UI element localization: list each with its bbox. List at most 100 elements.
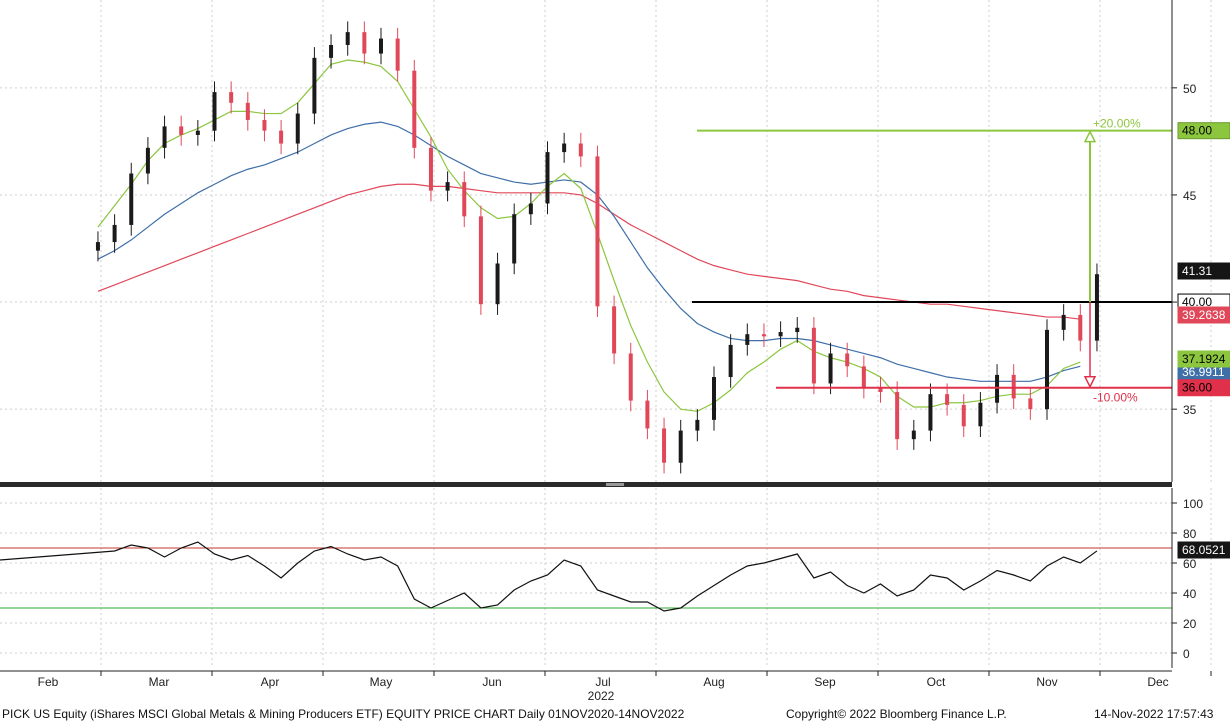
candle-body: [928, 394, 933, 431]
candle-body: [811, 327, 816, 384]
candle-body: [761, 334, 766, 337]
candle-body: [512, 214, 517, 264]
rsi-tick-label: 40: [1183, 587, 1197, 601]
candle-body: [95, 242, 100, 251]
candle-body: [428, 147, 433, 191]
last-price-tag: 41.31: [1182, 264, 1212, 278]
candle-body: [1078, 314, 1083, 341]
gridlines: [0, 0, 1212, 668]
candle-body: [379, 38, 383, 54]
candle-body: [145, 147, 150, 174]
month-label: Mar: [149, 675, 170, 689]
rsi-tick-label: 20: [1183, 617, 1197, 631]
candle-body: [1061, 314, 1066, 330]
down-arrow-head: [1083, 375, 1097, 389]
candle-body: [229, 92, 234, 103]
candle-body: [695, 419, 700, 431]
month-label: Aug: [703, 675, 724, 689]
candle-body: [262, 119, 267, 131]
rsi-tick-label: 80: [1183, 527, 1197, 541]
candle-body: [745, 334, 750, 345]
candle-body: [1011, 374, 1016, 399]
candle-body: [1094, 274, 1099, 341]
rsi-tick-label: 0: [1183, 647, 1190, 661]
candle-body: [662, 428, 667, 463]
candle-body: [895, 392, 900, 440]
rsi-panel: [0, 541, 1172, 612]
timestamp: 14-Nov-2022 17:57:43: [1094, 707, 1214, 721]
candle-body: [312, 57, 317, 114]
candle-body: [578, 143, 583, 157]
target-up-tag: 48.00: [1182, 124, 1212, 138]
target-up-pct: +20.00%: [1093, 117, 1141, 131]
rsi-tick-label: 100: [1183, 497, 1203, 511]
candle-body: [129, 173, 134, 225]
month-label: Jul: [595, 675, 610, 689]
panel-separator: [0, 482, 1172, 487]
candle-body: [329, 44, 334, 58]
candle-body: [412, 70, 417, 148]
candle-body: [279, 130, 284, 144]
candle-body: [628, 353, 633, 401]
candle-body: [728, 344, 733, 378]
candle-body: [212, 92, 217, 131]
candle-body: [945, 394, 950, 405]
candle-body: [995, 374, 1000, 403]
rsi-tick-label: 60: [1183, 557, 1197, 571]
candle-body: [245, 102, 250, 120]
month-label: Dec: [1147, 675, 1168, 689]
target-down-tag: 36.00: [1182, 381, 1212, 395]
candle-body: [828, 353, 833, 384]
month-label: Sep: [814, 675, 836, 689]
month-label: Nov: [1036, 675, 1057, 689]
candle-body: [545, 152, 550, 204]
candle-body: [845, 353, 850, 367]
panel-splitter-handle: [606, 483, 624, 486]
target-levels: +20.00% -10.00%: [692, 117, 1172, 405]
candle-body: [978, 402, 983, 427]
price-tick-label: 35: [1183, 403, 1197, 417]
resistance-tag: 40.00: [1182, 295, 1212, 309]
ma-mid-line: [97, 121, 1081, 382]
chart-description: PICK US Equity (iShares MSCI Global Meta…: [2, 707, 685, 721]
price-tick-label: 45: [1183, 189, 1197, 203]
month-label: May: [370, 675, 393, 689]
candle-body: [195, 130, 200, 135]
month-label: Jun: [482, 675, 501, 689]
candle-body: [612, 306, 617, 354]
candle-body: [179, 126, 184, 135]
candle-body: [595, 156, 600, 307]
target-down-pct: -10.00%: [1093, 391, 1138, 405]
month-label: Oct: [927, 675, 946, 689]
slow-ma-tag-bg: [1177, 306, 1230, 324]
up-arrow-head: [1083, 129, 1097, 143]
ma-fast-line: [97, 59, 1081, 412]
candlesticks: [95, 21, 1099, 474]
price-tick-label: 50: [1183, 82, 1197, 96]
candle-body: [395, 38, 400, 71]
fast-ma-tag: 37.1924: [1182, 352, 1226, 366]
fast-ma-tag-bg: [1177, 350, 1230, 368]
candle-body: [462, 182, 467, 217]
candle-body: [795, 327, 800, 333]
candle-body: [295, 113, 300, 144]
price-panel-bg: [0, 0, 1172, 482]
copyright: Copyright© 2022 Bloomberg Finance L.P.: [786, 707, 1007, 721]
candle-body: [112, 224, 117, 243]
month-label: Apr: [261, 675, 280, 689]
year-label: 2022: [588, 689, 615, 703]
candle-body: [778, 332, 783, 337]
rsi-last-tag: 68.0521: [1182, 543, 1226, 557]
candle-body: [878, 387, 883, 393]
candle-body: [162, 126, 167, 148]
candle-body: [1045, 329, 1049, 410]
candle-body: [562, 143, 567, 153]
candle-body: [645, 400, 650, 429]
candle-body: [445, 182, 450, 191]
mid-ma-tag: 36.9911: [1182, 365, 1225, 379]
rsi-line: [0, 541, 1098, 612]
candle-body: [495, 263, 500, 305]
candle-body: [961, 404, 966, 427]
